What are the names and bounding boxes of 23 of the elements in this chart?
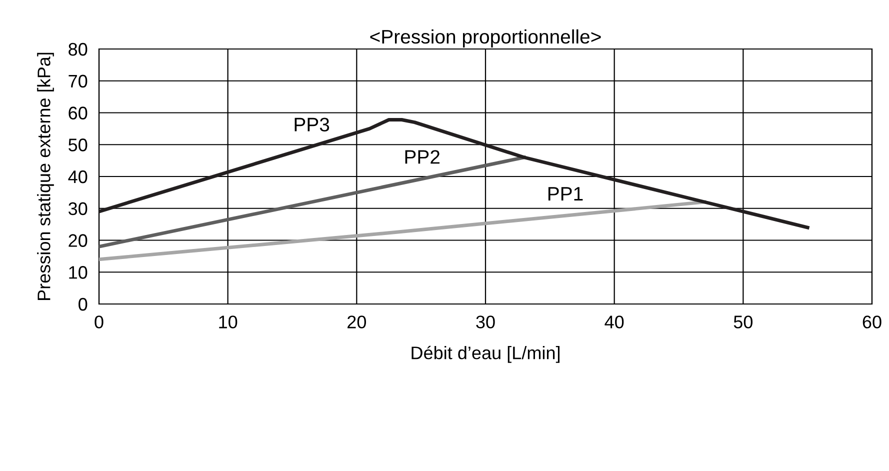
x-tick-label: 30	[476, 316, 495, 328]
y-tick-label: 30	[68, 202, 88, 216]
x-tick-label: 10	[219, 316, 238, 328]
x-axis-title: Débit d’eau [L/min]	[412, 346, 560, 363]
y-tick-label: 70	[68, 74, 88, 88]
series-label: PP1	[548, 187, 583, 200]
chart-title: <Pression proportionnelle>	[370, 29, 601, 48]
y-tick-label: 40	[68, 170, 88, 184]
y-tick-label: 10	[69, 266, 88, 279]
y-axis-title: Pression statique externe [kPa]	[37, 52, 54, 300]
y-tick-label: 0	[78, 298, 88, 311]
x-tick-label: 60	[862, 316, 882, 328]
series-label: PP2	[405, 150, 440, 164]
x-tick-label: 40	[604, 316, 624, 328]
x-tick-label: 20	[348, 316, 366, 328]
x-tick-label: 50	[734, 316, 753, 328]
series-label: PP3	[294, 118, 330, 132]
line-series	[99, 118, 810, 230]
y-tick-label: 80	[68, 42, 88, 56]
y-tick-label: 60	[68, 106, 88, 120]
x-tick-label: 0	[94, 316, 104, 328]
y-tick-label: 50	[68, 138, 88, 152]
y-tick-label: 20	[68, 234, 88, 247]
